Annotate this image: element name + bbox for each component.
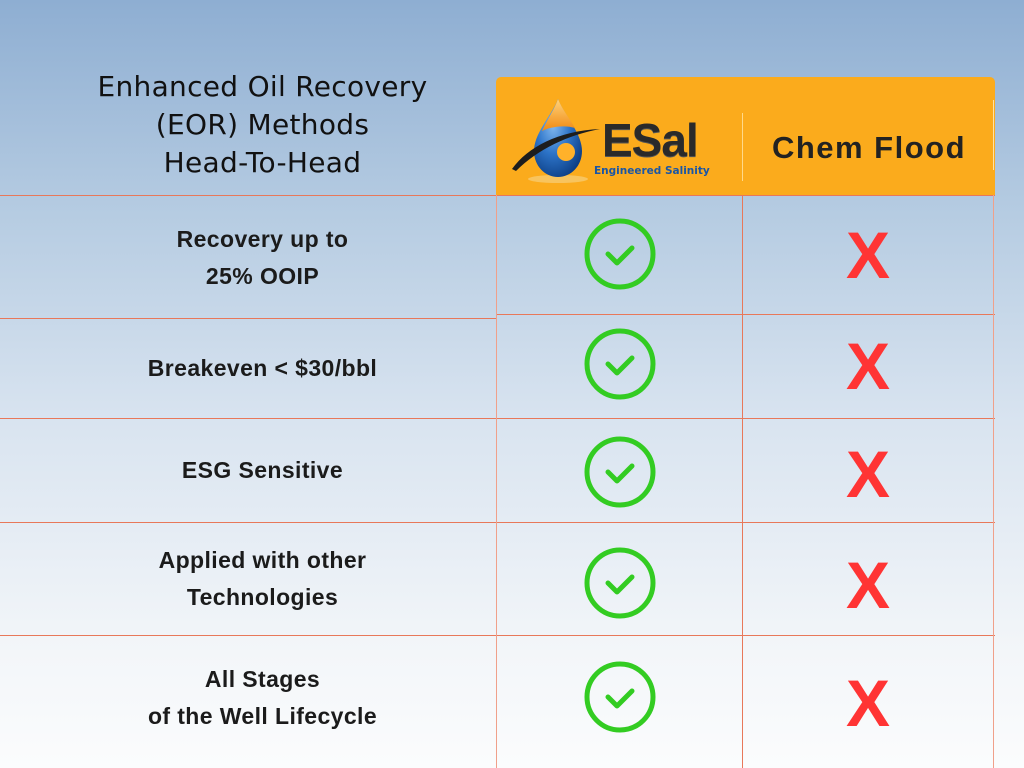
grid-line (497, 314, 995, 315)
grid-line (0, 635, 995, 636)
x-icon: X (845, 329, 891, 403)
feature-line: All Stages (204, 666, 321, 692)
title-line-1: Enhanced Oil Recovery (97, 70, 428, 103)
oil-drop-logo-icon (512, 99, 600, 183)
feature-line: Breakeven < $30/bbl (147, 355, 378, 381)
title-line-2: (EOR) Methods (155, 108, 370, 141)
grid-line (993, 195, 994, 768)
feature-recovery: Recovery up to 25% OOIP (0, 221, 525, 295)
page-title: Enhanced Oil Recovery (EOR) Methods Head… (0, 68, 525, 182)
title-line-3: Head-To-Head (163, 146, 362, 179)
x-icon: X (845, 666, 891, 740)
x-icon: X (845, 218, 891, 292)
check-circle-icon (584, 218, 656, 290)
logo-subtitle: Engineered Salinity (594, 165, 710, 177)
feature-all-stages: All Stages of the Well Lifecycle (0, 661, 525, 735)
feature-line: of the Well Lifecycle (147, 703, 378, 729)
check-circle-icon (584, 328, 656, 400)
column-header-chem-flood: Chem Flood (771, 130, 967, 165)
feature-line: ESG Sensitive (181, 457, 344, 483)
check-circle-icon (584, 547, 656, 619)
feature-line: Recovery up to (176, 226, 349, 252)
grid-line (0, 418, 995, 419)
grid-line (0, 195, 995, 196)
logo-text: ESal (602, 114, 699, 166)
esal-logo: ESal Engineered Salinity (508, 95, 736, 187)
feature-line: Technologies (186, 584, 339, 610)
feature-applied-with-other: Applied with other Technologies (0, 542, 525, 616)
grid-line (742, 195, 743, 768)
check-circle-icon (584, 436, 656, 508)
feature-esg: ESG Sensitive (0, 452, 525, 489)
x-icon: X (845, 437, 891, 511)
grid-line (496, 195, 497, 768)
table-header (496, 77, 995, 195)
feature-breakeven: Breakeven < $30/bbl (0, 350, 525, 387)
grid-line (0, 522, 995, 523)
check-circle-icon (584, 661, 656, 733)
feature-line: 25% OOIP (205, 263, 320, 289)
header-divider (742, 113, 743, 181)
feature-line: Applied with other (158, 547, 367, 573)
x-icon: X (845, 548, 891, 622)
grid-line (0, 318, 497, 319)
header-divider-right (993, 100, 994, 170)
